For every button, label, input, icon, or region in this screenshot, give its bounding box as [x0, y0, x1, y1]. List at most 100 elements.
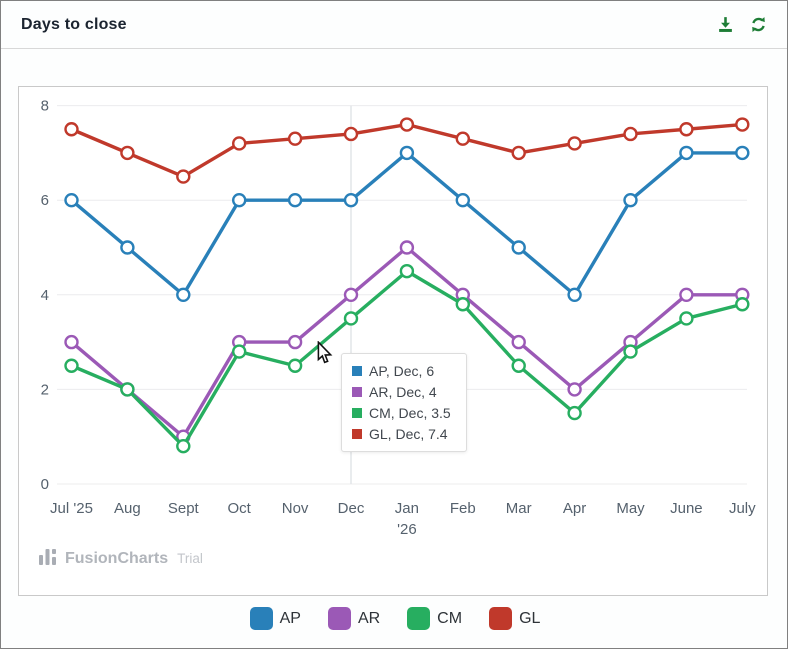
tooltip-text: GL, Dec, 7.4 [369, 426, 448, 442]
data-point-cm[interactable] [567, 405, 582, 421]
tooltip-row-gl: GL, Dec, 7.4 [352, 426, 456, 442]
y-axis-label: 0 [41, 476, 49, 493]
legend-item-gl[interactable]: GL [489, 607, 540, 630]
x-axis-label: Nov [282, 500, 309, 517]
x-axis-label: Mar [506, 500, 532, 517]
fusioncharts-logo-icon [39, 549, 56, 565]
data-point-cm[interactable] [735, 297, 750, 312]
data-point-gl[interactable] [679, 122, 694, 137]
header-actions [716, 16, 767, 34]
y-axis-label: 2 [41, 381, 49, 398]
refresh-icon [751, 17, 765, 32]
data-point-ap[interactable] [455, 192, 470, 208]
fusioncharts-watermark[interactable]: FusionCharts Trial [39, 548, 203, 569]
data-point-cm[interactable] [679, 311, 694, 326]
tooltip-text: AP, Dec, 6 [369, 363, 435, 379]
data-point-ap[interactable] [64, 192, 79, 208]
data-point-ar[interactable] [287, 334, 303, 350]
legend-label: GL [519, 609, 541, 627]
x-axis-label: Apr [563, 500, 586, 517]
data-point-ap[interactable] [623, 192, 638, 208]
data-point-ar[interactable] [567, 382, 582, 397]
data-point-cm[interactable] [623, 344, 638, 359]
x-axis-label: Dec [338, 500, 365, 517]
data-point-ar[interactable] [679, 287, 694, 303]
data-point-gl[interactable] [231, 136, 247, 151]
legend-item-ap[interactable]: AP [249, 607, 301, 630]
line-chart[interactable]: 0 2 4 6 8 Jul '25 Aug Sept Oct Nov Dec Jan '26 Feb Mar… [19, 87, 767, 595]
card-title: Days to close [21, 15, 127, 33]
data-point-gl[interactable] [287, 131, 303, 146]
x-axis-label: Jan [395, 500, 419, 517]
tooltip-row-ar: AR, Dec, 4 [352, 384, 456, 400]
legend-label: CM [437, 609, 463, 627]
data-point-ar[interactable] [343, 287, 359, 303]
data-point-gl[interactable] [511, 145, 526, 161]
data-point-ap[interactable] [679, 145, 694, 161]
data-point-cm[interactable] [64, 358, 79, 373]
data-point-ap[interactable] [511, 240, 526, 255]
x-axis-label: Oct [228, 500, 252, 517]
watermark-brand: FusionCharts [65, 549, 169, 567]
legend-label: AR [357, 609, 381, 627]
data-point-gl[interactable] [176, 169, 191, 184]
x-axis-label: July [729, 500, 756, 517]
data-point-ap[interactable] [399, 145, 415, 161]
data-point-cm[interactable] [455, 297, 470, 312]
legend-label: AP [279, 609, 301, 627]
data-point-ar[interactable] [64, 334, 79, 350]
data-point-gl[interactable] [567, 136, 582, 151]
legend-swatch [249, 607, 273, 630]
tooltip-swatch [352, 429, 362, 439]
watermark-suffix: Trial [177, 551, 203, 566]
data-point-ap[interactable] [176, 287, 191, 303]
data-point-cm[interactable] [343, 311, 359, 326]
legend-item-cm[interactable]: CM [407, 607, 462, 630]
download-button[interactable] [716, 16, 734, 34]
data-point-gl[interactable] [399, 117, 415, 132]
y-axis-label: 8 [41, 98, 49, 115]
x-axis-label: June [670, 500, 703, 517]
data-point-ap[interactable] [287, 192, 303, 208]
data-point-ap[interactable] [120, 240, 135, 255]
data-point-ap[interactable] [567, 287, 582, 303]
tooltip-text: CM, Dec, 3.5 [369, 405, 451, 421]
data-point-ap[interactable] [231, 192, 247, 208]
data-point-cm[interactable] [511, 358, 526, 373]
data-point-ap[interactable] [735, 145, 750, 161]
x-axis-label: Sept [168, 500, 200, 517]
card-header: Days to close [1, 1, 787, 49]
data-point-cm[interactable] [399, 263, 415, 279]
data-point-gl[interactable] [343, 126, 359, 142]
y-axis-label: 6 [41, 192, 49, 209]
data-point-gl[interactable] [455, 131, 470, 146]
data-point-ar[interactable] [511, 334, 526, 350]
chart-panel: 0 2 4 6 8 Jul '25 Aug Sept Oct Nov Dec Jan '26 Feb Mar… [18, 86, 768, 596]
data-point-cm[interactable] [120, 382, 135, 397]
data-point-gl[interactable] [735, 117, 750, 132]
legend-item-ar[interactable]: AR [327, 607, 381, 630]
tooltip-swatch [352, 387, 362, 397]
data-point-cm[interactable] [231, 344, 247, 359]
legend-swatch [489, 607, 513, 630]
tooltip-swatch [352, 408, 362, 418]
x-axis-label: May [616, 500, 645, 517]
chart-legend: AP AR CM GL [1, 607, 787, 630]
tooltip-row-ap: AP, Dec, 6 [352, 363, 456, 379]
data-point-gl[interactable] [64, 122, 79, 137]
data-point-ap[interactable] [343, 192, 359, 208]
data-point-ar[interactable] [399, 240, 415, 255]
x-axis-label: Aug [114, 500, 141, 517]
legend-swatch [327, 607, 351, 630]
tooltip-swatch [352, 366, 362, 376]
data-point-cm[interactable] [176, 438, 191, 454]
data-point-gl[interactable] [120, 145, 135, 161]
data-point-cm[interactable] [287, 358, 303, 373]
data-point-gl[interactable] [623, 126, 638, 142]
x-axis-label: Jul '25 [50, 500, 93, 517]
refresh-button[interactable] [749, 16, 767, 34]
tooltip-row-cm: CM, Dec, 3.5 [352, 405, 456, 421]
x-axis-label: '26 [397, 521, 417, 538]
legend-swatch [407, 607, 431, 630]
